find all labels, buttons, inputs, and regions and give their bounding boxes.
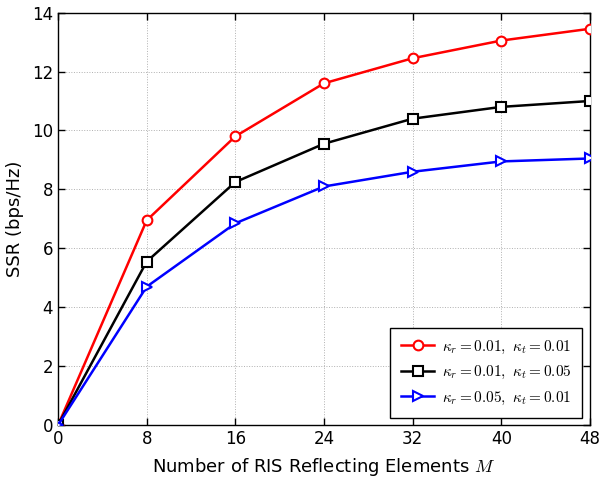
Line: $\kappa_r = 0.01,\ \kappa_t = 0.01$: $\kappa_r = 0.01,\ \kappa_t = 0.01$ xyxy=(53,24,595,430)
$\kappa_r = 0.01,\ \kappa_t = 0.05$ xyxy=(55,423,62,428)
$\kappa_r = 0.05,\ \kappa_t = 0.01$ xyxy=(55,423,62,428)
$\kappa_r = 0.01,\ \kappa_t = 0.05$ xyxy=(231,179,239,185)
$\kappa_r = 0.01,\ \kappa_t = 0.05$ xyxy=(587,98,594,104)
$\kappa_r = 0.05,\ \kappa_t = 0.01$ xyxy=(231,220,239,226)
$\kappa_r = 0.05,\ \kappa_t = 0.01$ xyxy=(498,159,505,165)
$\kappa_r = 0.05,\ \kappa_t = 0.01$ xyxy=(321,183,328,189)
Legend: $\kappa_r = 0.01,\ \kappa_t = 0.01$, $\kappa_r = 0.01,\ \kappa_t = 0.05$, $\kapp: $\kappa_r = 0.01,\ \kappa_t = 0.01$, $\k… xyxy=(390,328,582,418)
$\kappa_r = 0.01,\ \kappa_t = 0.05$ xyxy=(498,104,505,110)
$\kappa_r = 0.01,\ \kappa_t = 0.05$ xyxy=(321,141,328,147)
$\kappa_r = 0.01,\ \kappa_t = 0.01$ xyxy=(231,134,239,139)
$\kappa_r = 0.01,\ \kappa_t = 0.05$ xyxy=(409,116,416,121)
$\kappa_r = 0.01,\ \kappa_t = 0.01$ xyxy=(409,55,416,61)
$\kappa_r = 0.05,\ \kappa_t = 0.01$ xyxy=(587,155,594,161)
Y-axis label: SSR (bps/Hz): SSR (bps/Hz) xyxy=(5,161,24,277)
$\kappa_r = 0.05,\ \kappa_t = 0.01$ xyxy=(409,169,416,175)
$\kappa_r = 0.01,\ \kappa_t = 0.01$ xyxy=(55,423,62,428)
$\kappa_r = 0.05,\ \kappa_t = 0.01$ xyxy=(143,284,150,289)
$\kappa_r = 0.01,\ \kappa_t = 0.01$ xyxy=(143,217,150,223)
Line: $\kappa_r = 0.05,\ \kappa_t = 0.01$: $\kappa_r = 0.05,\ \kappa_t = 0.01$ xyxy=(53,153,595,430)
X-axis label: Number of RIS Reflecting Elements $M$: Number of RIS Reflecting Elements $M$ xyxy=(153,456,496,479)
$\kappa_r = 0.01,\ \kappa_t = 0.05$ xyxy=(143,259,150,265)
Line: $\kappa_r = 0.01,\ \kappa_t = 0.05$: $\kappa_r = 0.01,\ \kappa_t = 0.05$ xyxy=(53,96,595,430)
$\kappa_r = 0.01,\ \kappa_t = 0.01$ xyxy=(587,26,594,31)
$\kappa_r = 0.01,\ \kappa_t = 0.01$ xyxy=(498,38,505,44)
$\kappa_r = 0.01,\ \kappa_t = 0.01$ xyxy=(321,80,328,86)
